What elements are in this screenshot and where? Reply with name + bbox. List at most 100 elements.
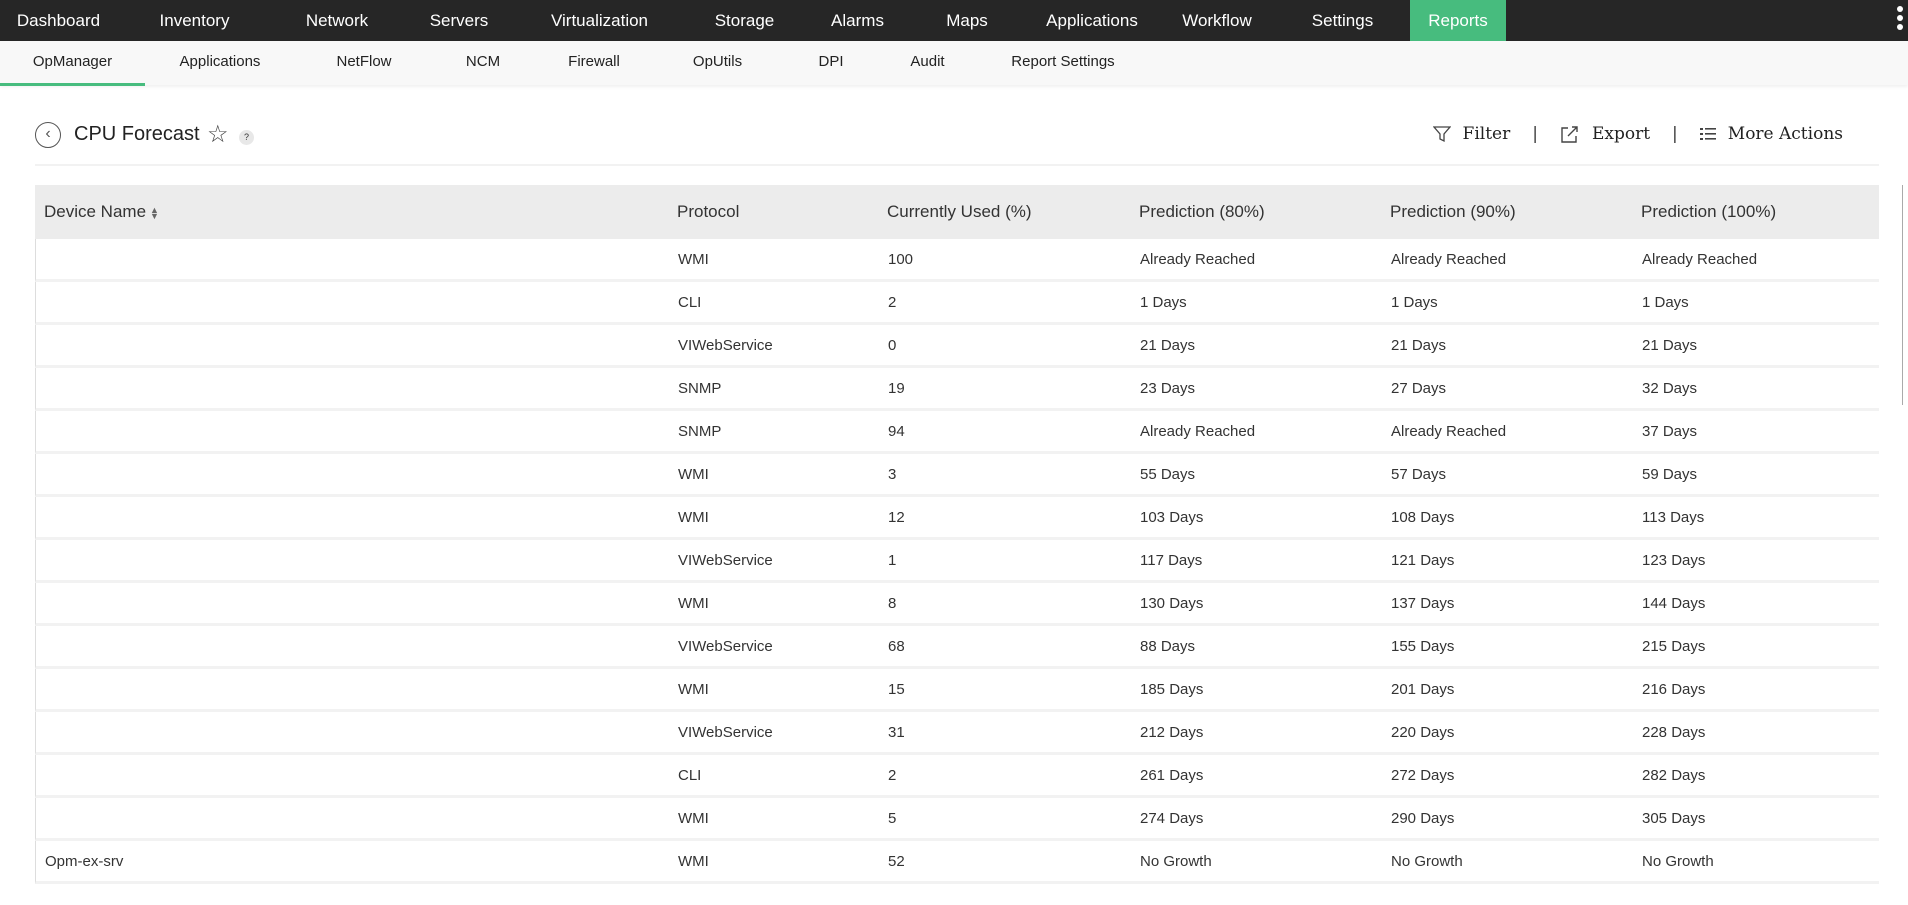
favorite-star-icon[interactable]: ☆	[207, 121, 229, 148]
subnav-netflow[interactable]: NetFlow	[336, 53, 392, 70]
cell-protocol: VIWebService	[678, 723, 773, 741]
cell-prediction-100: 216 Days	[1642, 680, 1706, 698]
table-row[interactable]: WMI 5 274 Days 290 Days 305 Days	[35, 798, 1879, 841]
cell-prediction-100: 1 Days	[1642, 293, 1689, 311]
cell-prediction-90: No Growth	[1391, 852, 1463, 870]
table-row[interactable]: WMI 8 130 Days 137 Days 144 Days	[35, 583, 1879, 626]
cell-currently-used: 0	[888, 336, 897, 354]
cell-prediction-100: 123 Days	[1642, 551, 1706, 569]
column-header[interactable]: Currently Used (%)	[887, 202, 1032, 222]
cell-protocol: VIWebService	[678, 637, 773, 655]
cell-prediction-80: 21 Days	[1140, 336, 1196, 354]
cell-prediction-90: 201 Days	[1391, 680, 1455, 698]
filter-label: Filter	[1462, 124, 1511, 144]
subnav-opmanager[interactable]: OpManager	[0, 41, 145, 86]
table-row[interactable]: VIWebService 1 117 Days 121 Days 123 Days	[35, 540, 1879, 583]
cell-currently-used: 3	[888, 465, 897, 483]
cell-prediction-80: Already Reached	[1140, 422, 1256, 440]
cell-protocol: WMI	[678, 508, 709, 526]
cell-currently-used: 2	[888, 766, 897, 784]
topnav-dashboard[interactable]: Dashboard	[16, 11, 101, 30]
more-menu-icon[interactable]	[1896, 6, 1904, 30]
topnav-workflow[interactable]: Workflow	[1182, 11, 1252, 30]
cell-prediction-80: 212 Days	[1140, 723, 1204, 741]
topnav-maps[interactable]: Maps	[946, 11, 988, 30]
cell-prediction-80: 117 Days	[1140, 551, 1203, 569]
sort-icon[interactable]: ▲ ▼	[150, 204, 159, 221]
table-row[interactable]: VIWebService 68 88 Days 155 Days 215 Days	[35, 626, 1879, 669]
help-icon[interactable]: ?	[239, 130, 254, 145]
more-actions-button[interactable]: More Actions	[1699, 124, 1843, 144]
topnav-alarms[interactable]: Alarms	[831, 11, 884, 30]
table-row[interactable]: VIWebService 31 212 Days 220 Days 228 Days	[35, 712, 1879, 755]
cell-currently-used: 31	[888, 723, 905, 741]
column-header[interactable]: Prediction (100%)	[1641, 202, 1776, 222]
cell-currently-used: 52	[888, 852, 905, 870]
subnav-report-settings[interactable]: Report Settings	[1011, 53, 1115, 70]
subnav-dpi[interactable]: DPI	[818, 53, 844, 70]
cell-protocol: VIWebService	[678, 551, 773, 569]
table-row[interactable]: WMI 15 185 Days 201 Days 216 Days	[35, 669, 1879, 712]
cell-currently-used: 5	[888, 809, 897, 827]
subnav-oputils[interactable]: OpUtils	[692, 53, 743, 70]
topnav-inventory[interactable]: Inventory	[159, 11, 230, 30]
cell-protocol: SNMP	[678, 422, 722, 440]
cell-currently-used: 15	[888, 680, 905, 698]
topnav-storage[interactable]: Storage	[714, 11, 775, 30]
cell-prediction-90: 220 Days	[1391, 723, 1455, 741]
table-row[interactable]: CLI 2 1 Days 1 Days 1 Days	[35, 282, 1879, 325]
cell-prediction-80: 88 Days	[1140, 637, 1196, 655]
table-row[interactable]: Opm-ex-srv WMI 52 No Growth No Growth No Grow…	[35, 841, 1879, 884]
table-row[interactable]: WMI 100 Already Reached Already Reached Alre…	[35, 239, 1879, 282]
cell-protocol: WMI	[678, 250, 709, 268]
cell-prediction-80: Already Reached	[1140, 250, 1256, 268]
topnav-virtualization[interactable]: Virtualization	[550, 11, 649, 30]
cell-prediction-80: 103 Days	[1140, 508, 1204, 526]
column-header[interactable]: Protocol	[677, 202, 739, 222]
cell-prediction-90: 290 Days	[1391, 809, 1455, 827]
topnav-reports[interactable]: Reports	[1410, 0, 1506, 41]
cell-device-name[interactable]: Opm-ex-srv	[45, 852, 124, 870]
cell-protocol: WMI	[678, 594, 709, 612]
subnav-ncm[interactable]: NCM	[465, 53, 501, 70]
table-row[interactable]: WMI 3 55 Days 57 Days 59 Days	[35, 454, 1879, 497]
export-label: Export	[1591, 124, 1651, 144]
column-header[interactable]: Device Name ▲ ▼	[44, 202, 159, 222]
table-row[interactable]: VIWebService 0 21 Days 21 Days 21 Days	[35, 325, 1879, 368]
column-header[interactable]: Prediction (90%)	[1390, 202, 1516, 222]
subnav-applications[interactable]: Applications	[179, 53, 261, 70]
report-header: ‹ CPU Forecast ☆ ? Filter | Export | Mor…	[35, 118, 1879, 166]
topnav-network[interactable]: Network	[305, 11, 369, 30]
cell-prediction-80: 261 Days	[1140, 766, 1204, 784]
subnav-audit[interactable]: Audit	[910, 53, 945, 70]
cell-prediction-100: 228 Days	[1642, 723, 1706, 741]
topnav-settings[interactable]: Settings	[1311, 11, 1374, 30]
topnav-applications[interactable]: Applications	[1046, 11, 1138, 30]
cell-protocol: WMI	[678, 465, 709, 483]
export-icon	[1561, 126, 1578, 143]
cell-prediction-90: 108 Days	[1391, 508, 1455, 526]
topnav-servers[interactable]: Servers	[429, 11, 489, 30]
cell-protocol: CLI	[678, 766, 702, 784]
filter-button[interactable]: Filter	[1432, 124, 1511, 144]
cell-prediction-80: 274 Days	[1140, 809, 1204, 827]
sub-nav: OpManager Applications NetFlow NCM Firewall O…	[0, 41, 1908, 86]
top-nav: Dashboard Inventory Network Servers Virtuali…	[0, 0, 1908, 41]
cell-prediction-100: Already Reached	[1642, 250, 1758, 268]
column-header-label: Prediction (100%)	[1641, 202, 1777, 221]
subnav-firewall[interactable]: Firewall	[568, 53, 620, 70]
export-button[interactable]: Export	[1560, 124, 1650, 144]
page-title: CPU Forecast	[74, 123, 200, 145]
cell-prediction-80: 55 Days	[1140, 465, 1196, 483]
cell-prediction-90: 57 Days	[1391, 465, 1447, 483]
table-row[interactable]: WMI 12 103 Days 108 Days 113 Days	[35, 497, 1879, 540]
scrollbar[interactable]	[1902, 185, 1908, 405]
table-row[interactable]: CLI 2 261 Days 272 Days 282 Days	[35, 755, 1879, 798]
cell-prediction-80: 23 Days	[1140, 379, 1196, 397]
table-row[interactable]: SNMP 19 23 Days 27 Days 32 Days	[35, 368, 1879, 411]
column-header[interactable]: Prediction (80%)	[1139, 202, 1265, 222]
more-actions-label: More Actions	[1727, 124, 1843, 144]
cell-prediction-90: 137 Days	[1391, 594, 1455, 612]
table-row[interactable]: SNMP 94 Already Reached Already Reached 37 D…	[35, 411, 1879, 454]
back-icon[interactable]: ‹	[35, 122, 61, 148]
